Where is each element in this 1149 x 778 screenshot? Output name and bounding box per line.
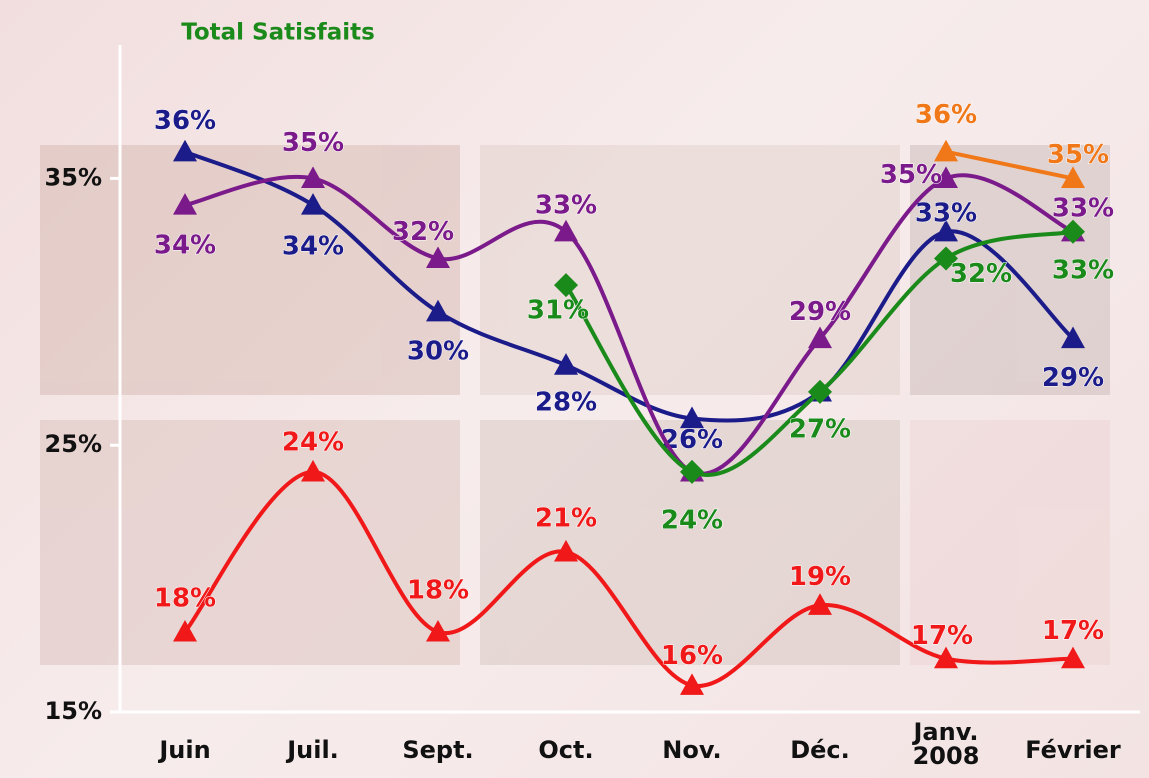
marker	[426, 246, 450, 269]
marker	[554, 219, 578, 242]
value-label: 35%	[282, 128, 344, 158]
marker	[426, 619, 450, 642]
value-label: 21%	[535, 503, 597, 533]
marker	[173, 619, 197, 642]
marker	[680, 406, 704, 429]
value-label: 24%	[282, 427, 344, 457]
marker	[934, 219, 958, 242]
marker	[680, 673, 704, 695]
marker	[426, 299, 450, 322]
x-tick-label: Déc.	[790, 736, 850, 764]
x-tick-label: Sept.	[402, 736, 474, 764]
value-label: 36%	[915, 100, 977, 130]
x-tick-label: Oct.	[538, 736, 594, 764]
value-label: 32%	[392, 217, 454, 247]
value-label: 35%	[1047, 140, 1109, 170]
marker	[554, 353, 578, 375]
marker	[934, 166, 958, 188]
y-tick-label: 25%	[45, 430, 102, 458]
x-tick-label: Nov.	[662, 736, 722, 764]
marker	[934, 139, 958, 162]
marker	[680, 459, 704, 484]
series-line	[183, 469, 1074, 688]
value-label: 17%	[911, 621, 973, 651]
y-tick-label: 35%	[45, 163, 102, 191]
y-tick-label: 15%	[45, 697, 102, 725]
x-tick-label: Juin	[159, 736, 211, 764]
value-label: 29%	[789, 297, 851, 327]
value-label: 33%	[1052, 255, 1114, 285]
value-label: 29%	[1042, 363, 1104, 393]
value-label: 31%	[527, 296, 589, 326]
value-label: 34%	[154, 231, 216, 261]
value-label: 35%	[880, 160, 942, 190]
marker	[808, 326, 832, 349]
x-tick-label: Janv. 2008	[912, 718, 980, 770]
marker	[934, 646, 958, 669]
marker	[1061, 166, 1085, 188]
value-label: 32%	[950, 259, 1012, 289]
value-label: 33%	[915, 198, 977, 228]
value-label: 27%	[789, 414, 851, 444]
value-label: 36%	[154, 106, 216, 136]
chart-title: Total Satisfaits	[181, 20, 375, 46]
value-label: 33%	[1052, 193, 1114, 223]
series-line	[564, 229, 1074, 477]
background-photos	[40, 145, 1110, 665]
value-label: 24%	[661, 505, 723, 535]
value-label: 28%	[535, 388, 597, 418]
marker	[554, 273, 578, 298]
value-label: 24%	[661, 505, 723, 535]
value-label: 17%	[1042, 616, 1104, 646]
value-label: 33%	[535, 190, 597, 220]
marker	[301, 459, 325, 482]
value-label: 19%	[789, 562, 851, 592]
marker	[554, 539, 578, 562]
value-label: 18%	[154, 583, 216, 613]
x-tick-label: Juil.	[287, 736, 339, 764]
marker	[173, 193, 197, 215]
value-label: 34%	[282, 232, 344, 262]
marker	[173, 139, 197, 162]
marker	[1061, 646, 1085, 669]
marker	[934, 246, 958, 271]
marker	[808, 379, 832, 404]
series-line	[945, 149, 1074, 181]
value-label: 18%	[407, 575, 469, 605]
marker	[301, 166, 325, 188]
marker	[301, 193, 325, 215]
marker	[1061, 326, 1085, 349]
marker	[808, 593, 832, 615]
x-tick-label: Février	[1025, 736, 1121, 764]
value-label: 30%	[407, 336, 469, 366]
series-line	[184, 173, 1074, 476]
marker	[1061, 219, 1085, 244]
value-label: 16%	[661, 641, 723, 671]
value-label: 27%	[789, 414, 851, 444]
